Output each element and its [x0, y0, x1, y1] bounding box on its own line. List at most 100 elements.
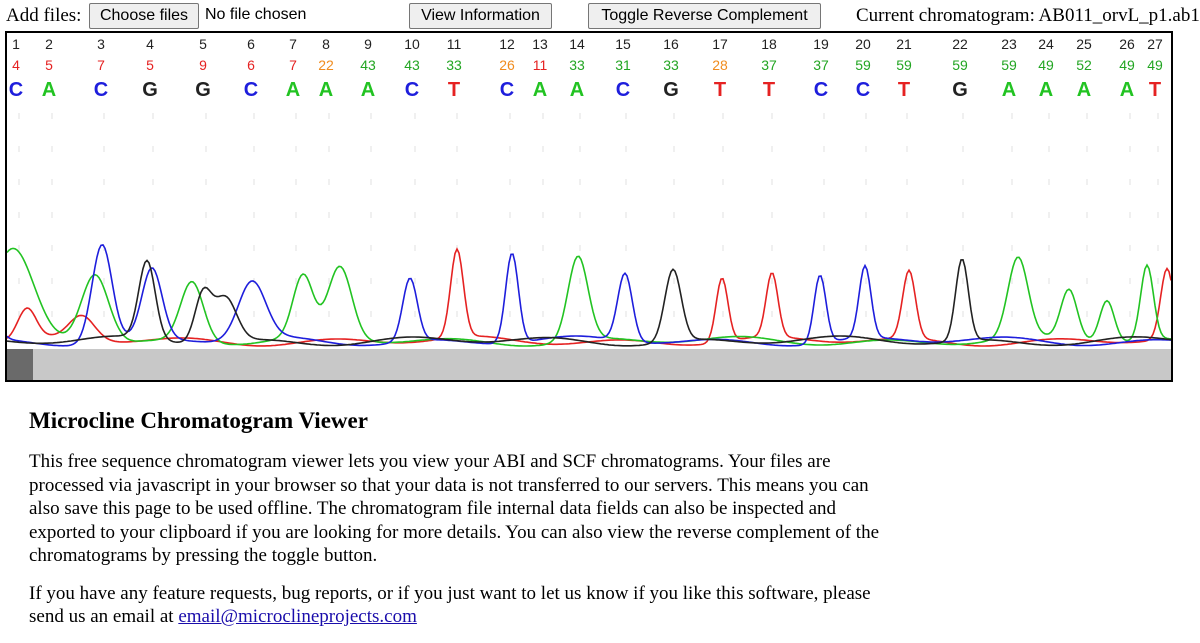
position-number: 18 [761, 36, 777, 52]
base-call: A [42, 79, 56, 101]
base-call: T [1149, 79, 1161, 101]
view-information-button[interactable]: View Information [409, 3, 552, 29]
position-number: 23 [1001, 36, 1017, 52]
base-call: C [500, 79, 514, 101]
quality-score: 49 [1147, 57, 1163, 73]
quality-score: 59 [855, 57, 871, 73]
position-number: 27 [1147, 36, 1163, 52]
base-call: G [142, 79, 158, 101]
quality-score: 59 [1001, 57, 1017, 73]
base-call: G [952, 79, 968, 101]
quality-score: 37 [761, 57, 777, 73]
quality-score: 49 [1038, 57, 1054, 73]
base-call: C [405, 79, 419, 101]
info-section: Microcline Chromatogram Viewer This free… [29, 408, 889, 643]
quality-score: 5 [146, 57, 154, 73]
chromatogram-viewer[interactable]: 1 4 C 2 5 A 3 7 C 4 5 G 5 9 G 6 6 C 7 7 A 8 22 A 9 43 A 10 43 C 11 33 T 1… [5, 31, 1173, 382]
quality-score: 43 [404, 57, 420, 73]
base-call: A [361, 79, 375, 101]
quality-score: 52 [1076, 57, 1092, 73]
quality-score: 7 [97, 57, 105, 73]
base-call: A [1077, 79, 1091, 101]
chromatogram-scrollbar[interactable] [7, 349, 1171, 380]
position-number: 26 [1119, 36, 1135, 52]
base-call: T [763, 79, 775, 101]
position-number: 25 [1076, 36, 1092, 52]
base-call: C [616, 79, 630, 101]
base-call: G [195, 79, 211, 101]
quality-score: 59 [896, 57, 912, 73]
quality-score: 59 [952, 57, 968, 73]
base-call: A [286, 79, 300, 101]
position-number: 16 [663, 36, 679, 52]
description-paragraph: This free sequence chromatogram viewer l… [29, 451, 880, 566]
position-number: 12 [499, 36, 515, 52]
choose-files-button[interactable]: Choose files [89, 3, 199, 29]
quality-score: 22 [318, 57, 334, 73]
base-call: A [319, 79, 333, 101]
base-call: A [1120, 79, 1134, 101]
base-call: C [856, 79, 870, 101]
position-number: 17 [712, 36, 728, 52]
position-number: 4 [146, 36, 154, 52]
position-number: 10 [404, 36, 420, 52]
quality-score: 11 [533, 57, 548, 73]
quality-score: 7 [289, 57, 297, 73]
base-call: G [663, 79, 679, 101]
quality-score: 43 [360, 57, 376, 73]
base-call: T [898, 79, 910, 101]
email-link[interactable]: email@microclineprojects.com [178, 606, 417, 627]
position-number: 14 [569, 36, 585, 52]
position-number: 6 [247, 36, 255, 52]
position-number: 21 [896, 36, 912, 52]
base-call: T [448, 79, 460, 101]
quality-score: 37 [813, 57, 829, 73]
base-call: C [244, 79, 258, 101]
add-files-label: Add files: [6, 5, 82, 26]
base-call: A [570, 79, 584, 101]
base-call: A [1002, 79, 1016, 101]
trace-c [7, 244, 1171, 347]
base-call: C [94, 79, 108, 101]
position-number: 2 [45, 36, 53, 52]
quality-score: 49 [1119, 57, 1135, 73]
scrollbar-thumb[interactable] [7, 349, 33, 380]
toolbar: Add files: Choose files No file chosen V… [0, 0, 1200, 32]
position-number: 11 [447, 36, 462, 52]
position-number: 19 [813, 36, 829, 52]
page-title: Microcline Chromatogram Viewer [29, 408, 368, 433]
base-call: A [533, 79, 547, 101]
base-call: C [9, 79, 23, 101]
chromatogram-canvas[interactable]: 14C25A37C45G59G66C77A822A943A1043C1133T1… [7, 33, 1171, 349]
quality-score: 28 [712, 57, 728, 73]
quality-score: 4 [12, 57, 20, 73]
position-number: 24 [1038, 36, 1054, 52]
contact-text: If you have any feature requests, bug re… [29, 582, 871, 628]
quality-score: 6 [247, 57, 255, 73]
trace-a [7, 247, 1171, 347]
position-number: 9 [364, 36, 372, 52]
position-number: 8 [322, 36, 330, 52]
toggle-reverse-complement-button[interactable]: Toggle Reverse Complement [588, 3, 821, 29]
quality-score: 33 [663, 57, 679, 73]
trace-g [7, 258, 1171, 347]
quality-score: 9 [199, 57, 207, 73]
position-number: 13 [532, 36, 548, 52]
position-number: 22 [952, 36, 968, 52]
quality-score: 33 [569, 57, 585, 73]
position-number: 3 [97, 36, 105, 52]
quality-score: 31 [615, 57, 631, 73]
quality-score: 26 [499, 57, 515, 73]
base-call: A [1039, 79, 1053, 101]
base-call: C [814, 79, 828, 101]
contact-paragraph: If you have any feature requests, bug re… [29, 582, 889, 629]
position-number: 5 [199, 36, 207, 52]
position-number: 20 [855, 36, 871, 52]
current-chromatogram-label: Current chromatogram: AB011_orvL_p1.ab1 [856, 5, 1200, 26]
position-number: 7 [289, 36, 297, 52]
no-file-chosen-text: No file chosen [205, 6, 307, 23]
quality-score: 33 [446, 57, 462, 73]
base-call: T [714, 79, 726, 101]
position-number: 15 [615, 36, 631, 52]
quality-score: 5 [45, 57, 53, 73]
